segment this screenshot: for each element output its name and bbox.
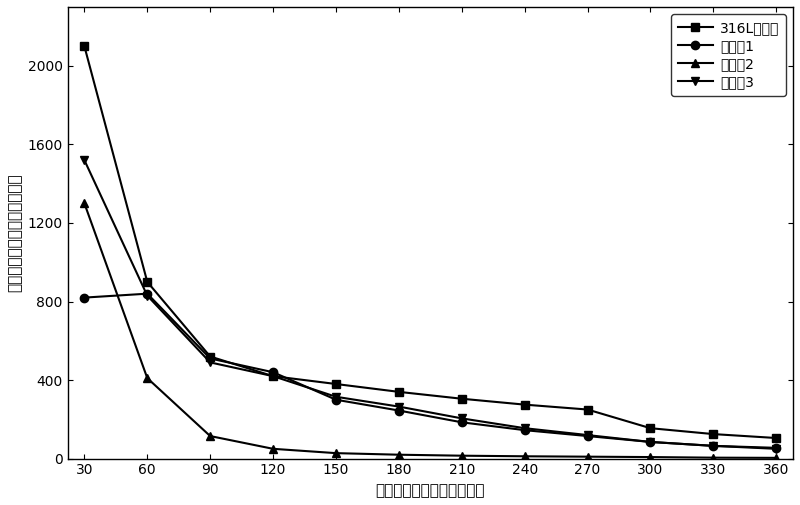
实施例3: [206, 360, 215, 366]
实施例2: [582, 453, 592, 460]
Line: 316L不锈锂: 316L不锈锂: [80, 42, 781, 442]
实施例2: [394, 451, 404, 458]
316L不锈锂: [457, 396, 466, 402]
316L不锈锂: [646, 425, 655, 431]
316L不锈锂: [79, 43, 89, 49]
实施例1: [142, 291, 152, 297]
Legend: 316L不锈锂, 实施例1, 实施例2, 实施例3: 316L不锈锂, 实施例1, 实施例2, 实施例3: [671, 14, 786, 96]
实施例3: [582, 432, 592, 438]
实施例1: [582, 433, 592, 439]
实施例3: [394, 403, 404, 410]
实施例2: [457, 452, 466, 459]
316L不锈锂: [331, 381, 341, 387]
实施例2: [79, 200, 89, 207]
Y-axis label: 接触电阻（毫欧姆平方厘米）: 接触电阻（毫欧姆平方厘米）: [7, 174, 22, 292]
实施例3: [646, 439, 655, 445]
Line: 实施例1: 实施例1: [80, 289, 781, 452]
Line: 实施例3: 实施例3: [80, 156, 781, 453]
实施例1: [268, 369, 278, 375]
实施例1: [646, 439, 655, 445]
实施例3: [709, 443, 718, 449]
实施例1: [520, 427, 530, 433]
316L不锈锂: [268, 373, 278, 379]
X-axis label: 压紧力（牛顿每平方厘米）: 压紧力（牛顿每平方厘米）: [375, 483, 485, 498]
实施例1: [206, 356, 215, 362]
实施例1: [394, 408, 404, 414]
实施例3: [268, 373, 278, 379]
实施例2: [331, 450, 341, 456]
实施例2: [771, 455, 781, 461]
316L不锈锂: [142, 279, 152, 285]
实施例2: [142, 375, 152, 381]
实施例3: [142, 292, 152, 298]
实施例2: [709, 454, 718, 461]
Line: 实施例2: 实施例2: [80, 199, 781, 462]
实施例3: [771, 446, 781, 452]
实施例3: [520, 425, 530, 431]
实施例2: [520, 453, 530, 460]
316L不锈锂: [206, 354, 215, 360]
实施例3: [79, 157, 89, 163]
316L不锈锂: [771, 435, 781, 441]
实施例1: [457, 419, 466, 425]
实施例3: [331, 394, 341, 400]
实施例1: [79, 294, 89, 300]
实施例1: [331, 397, 341, 403]
316L不锈锂: [520, 401, 530, 408]
实施例2: [268, 446, 278, 452]
实施例2: [206, 433, 215, 439]
实施例1: [709, 443, 718, 449]
316L不锈锂: [709, 431, 718, 437]
实施例2: [646, 454, 655, 460]
316L不锈锂: [582, 407, 592, 413]
实施例3: [457, 415, 466, 421]
实施例1: [771, 445, 781, 451]
316L不锈锂: [394, 389, 404, 395]
